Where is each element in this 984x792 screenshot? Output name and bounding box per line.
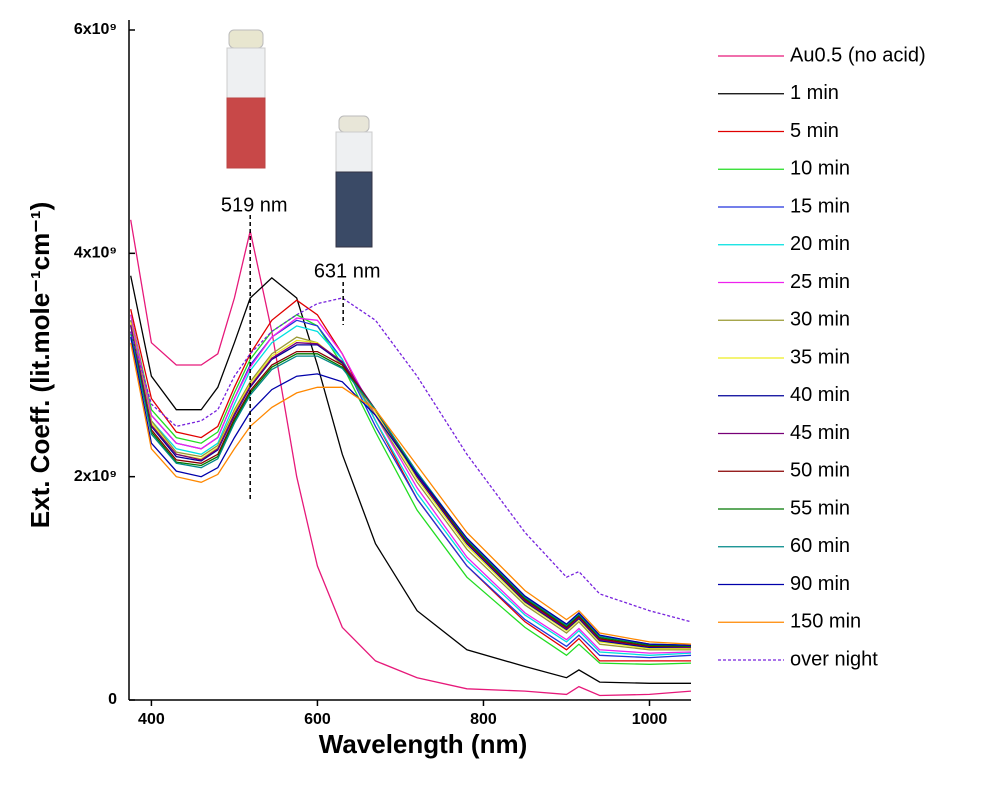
legend-label: 150 min (790, 611, 861, 633)
legend-label: 40 min (790, 384, 850, 406)
x-tick-label: 400 (138, 711, 165, 728)
legend-label: 10 min (790, 158, 850, 180)
series-line (130, 331, 691, 648)
annotation-label: 631 nm (314, 260, 381, 282)
legend-label: 1 min (790, 82, 839, 104)
x-tick-label: 1000 (632, 711, 668, 728)
y-tick-label: 2x10⁹ (74, 468, 117, 485)
legend-label: 30 min (790, 309, 850, 331)
legend-label: 50 min (790, 460, 850, 482)
annotation-label: 519 nm (221, 194, 288, 216)
series-line (130, 325, 691, 649)
series-line (130, 299, 691, 662)
series-line (130, 324, 692, 649)
y-tick-label: 6x10⁹ (74, 21, 117, 38)
x-axis-label: Wavelength (nm) (319, 729, 527, 759)
legend-label: 20 min (790, 233, 850, 255)
y-axis-label: Ext. Coeff. (lit.mole⁻¹cm⁻¹) (25, 202, 55, 528)
legend-label: over night (790, 648, 878, 670)
legend-label: 90 min (790, 573, 850, 595)
y-tick-label: 0 (108, 691, 117, 708)
series-line (130, 342, 692, 645)
y-tick-label: 4x10⁹ (74, 245, 117, 262)
legend-label: 35 min (790, 346, 850, 368)
series-line (130, 314, 692, 654)
legend-label: 5 min (790, 120, 839, 142)
series-line (130, 219, 692, 697)
vial-red (226, 29, 266, 169)
legend-label: 25 min (790, 271, 850, 293)
legend-label: 45 min (790, 422, 850, 444)
legend-label: 15 min (790, 195, 850, 217)
series-line (130, 320, 692, 656)
series-line (130, 336, 692, 646)
series-line (130, 319, 692, 659)
series-line (130, 331, 692, 648)
legend-label: 60 min (790, 535, 850, 557)
series-line (130, 314, 692, 665)
legend-label: Au0.5 (no acid) (790, 44, 926, 66)
x-tick-label: 600 (304, 711, 331, 728)
series-line (130, 297, 692, 623)
series-line (130, 333, 692, 646)
x-tick-label: 800 (470, 711, 497, 728)
vial-blue (335, 115, 373, 248)
series-line (130, 275, 691, 684)
legend-label: 55 min (790, 497, 850, 519)
